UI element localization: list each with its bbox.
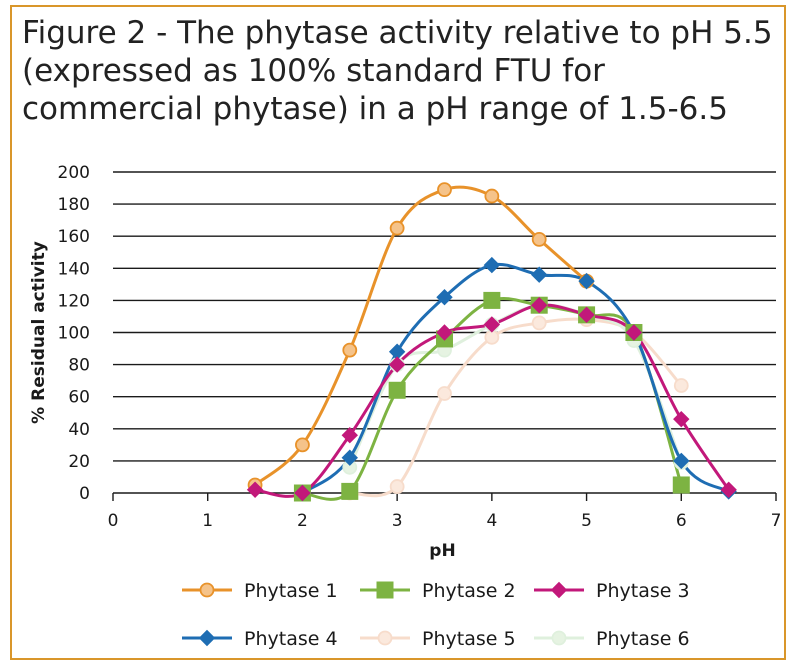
legend-label: Phytase 3 — [596, 580, 690, 602]
data-point-4 — [341, 449, 358, 466]
data-point-3 — [246, 481, 264, 498]
y-tick-label: 200 — [58, 163, 90, 183]
y-tick-label: 180 — [58, 195, 90, 215]
data-point-1 — [531, 232, 547, 247]
legend-label: Phytase 2 — [422, 580, 516, 602]
data-point-4 — [436, 288, 453, 306]
y-axis-label: % Residual activity — [29, 241, 49, 424]
legend-marker — [199, 582, 215, 598]
figure-title-line: Figure 2 - The phytase activity relative… — [22, 15, 773, 51]
data-point-4 — [578, 272, 595, 290]
y-tick-label: 120 — [58, 291, 90, 311]
y-tick-label: 100 — [58, 324, 90, 344]
legend-marker — [551, 630, 567, 646]
legend-label: Phytase 4 — [244, 628, 338, 650]
data-point-1 — [389, 220, 405, 236]
x-tick-label: 6 — [676, 511, 687, 531]
x-tick-label: 4 — [486, 511, 497, 531]
tick-labels: 0 20 40 60 80 100 120 140 160 180 200 0 1 2 3 4 5 6 7 — [58, 163, 782, 531]
data-point-3 — [531, 297, 548, 314]
axes — [112, 492, 777, 501]
data-point-3 — [578, 306, 595, 324]
x-tick-label: 5 — [581, 511, 592, 531]
data-point-4 — [531, 266, 548, 283]
series-markers — [246, 182, 737, 502]
axis-labels: pH % Residual activity — [29, 241, 456, 561]
legend-label: Phytase 5 — [422, 628, 516, 650]
figure-title-line: (expressed as 100% standard FTU for — [22, 53, 605, 89]
data-point-1 — [342, 342, 358, 358]
data-point-4 — [673, 452, 690, 470]
y-tick-label: 140 — [58, 259, 90, 279]
data-point-5 — [389, 479, 405, 494]
y-tick-label: 160 — [58, 227, 90, 247]
figure-title-line: commercial phytase) in a pH range of 1.5… — [22, 91, 728, 127]
y-tick-label: 20 — [68, 452, 90, 472]
legend: Phytase 1 Phytase 2 Phytase 3 Phytase 4 Phyt… — [182, 580, 690, 650]
data-point-2 — [388, 381, 406, 399]
data-point-1 — [437, 182, 452, 198]
x-tick-label: 2 — [297, 511, 308, 531]
data-point-2 — [483, 291, 501, 309]
y-tick-label: 60 — [68, 388, 90, 408]
x-tick-label: 1 — [202, 511, 213, 531]
data-point-3 — [294, 484, 311, 502]
data-point-3 — [720, 481, 737, 498]
x-tick-label: 7 — [771, 511, 782, 531]
x-axis-label: pH — [429, 541, 455, 561]
legend-label: Phytase 6 — [596, 628, 690, 650]
data-point-4 — [483, 256, 501, 274]
data-point-5 — [673, 378, 689, 393]
y-tick-label: 40 — [68, 420, 90, 440]
legend-marker — [376, 581, 394, 599]
data-point-1 — [484, 188, 500, 204]
data-point-2 — [341, 482, 359, 500]
legend-marker — [550, 581, 568, 599]
data-point-3 — [341, 427, 358, 444]
y-tick-label: 80 — [68, 356, 90, 376]
data-point-3 — [436, 324, 453, 341]
x-tick-label: 3 — [392, 511, 403, 531]
data-point-2 — [672, 476, 690, 494]
data-point-3 — [388, 356, 406, 373]
data-point-3 — [483, 316, 501, 333]
y-tick-label: 0 — [79, 484, 90, 504]
data-point-5 — [531, 315, 547, 331]
figure-title: Figure 2 - The phytase activity relative… — [22, 14, 782, 128]
data-point-3 — [625, 324, 643, 341]
series-line-4 — [301, 262, 730, 495]
grid-lines — [113, 171, 776, 462]
series-line-1 — [254, 185, 588, 487]
data-point-1 — [295, 437, 310, 453]
x-tick-label: 0 — [108, 511, 119, 531]
data-point-5 — [484, 329, 500, 345]
data-point-5 — [437, 386, 452, 401]
legend-label: Phytase 1 — [244, 580, 338, 602]
legend-marker — [198, 629, 216, 647]
data-point-3 — [673, 410, 690, 428]
legend-marker — [377, 630, 393, 646]
